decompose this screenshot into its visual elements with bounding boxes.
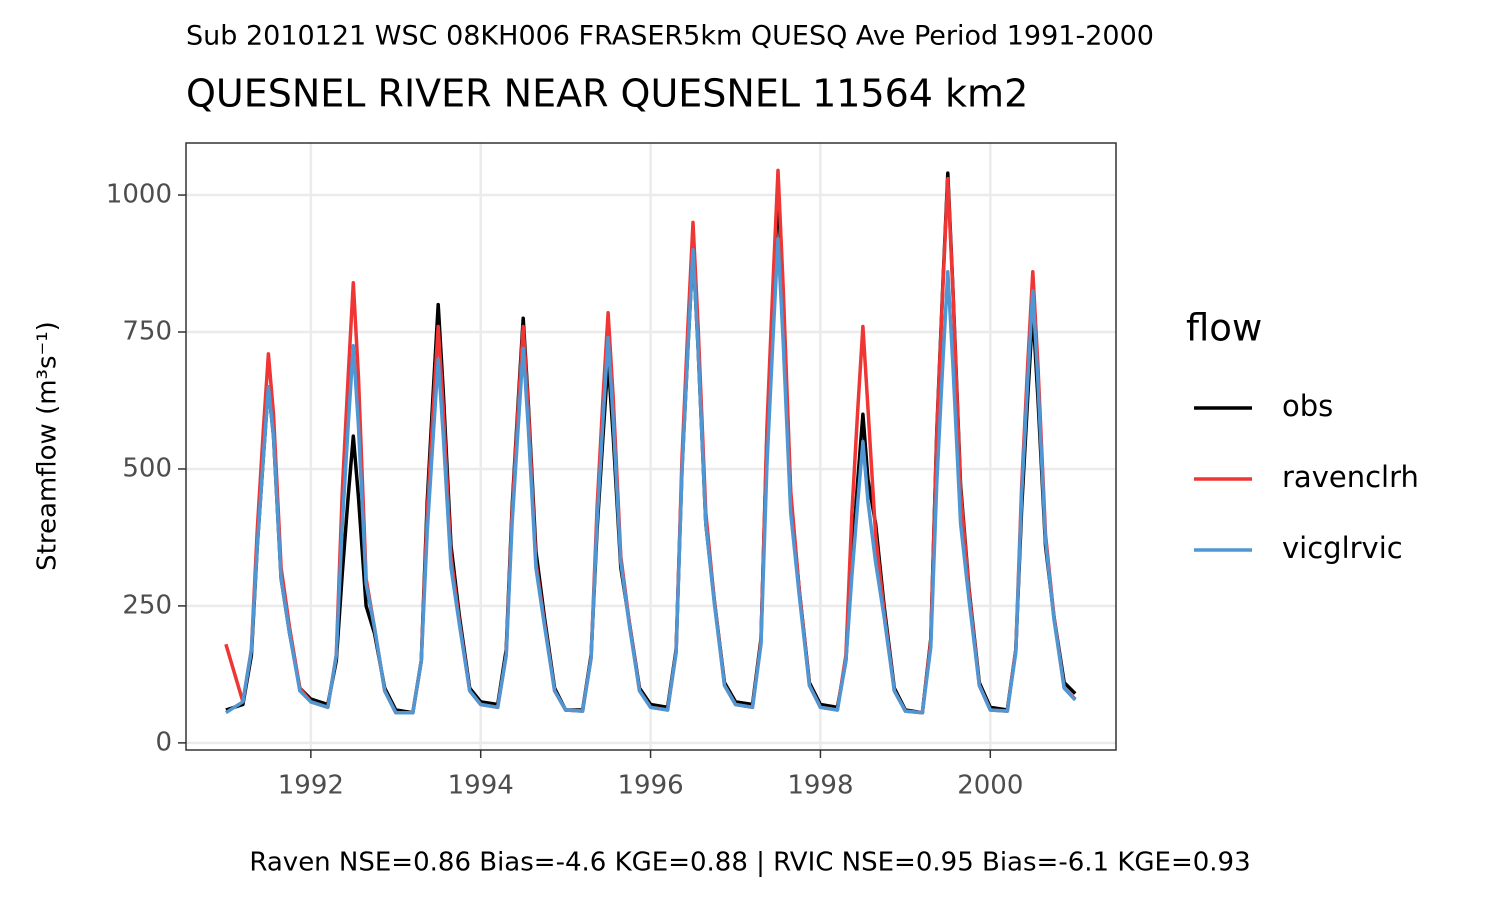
x-tick-label: 1996 <box>617 771 683 801</box>
series-line <box>224 237 1077 715</box>
chart-subtitle: Sub 2010121 WSC 08KH006 FRASER5km QUESQ … <box>186 21 1154 52</box>
legend-label: ravenclrh <box>1282 460 1419 494</box>
x-tick-label: 1994 <box>448 771 514 801</box>
legend-title: flow <box>1186 307 1262 350</box>
legend-label: vicglrvic <box>1282 531 1403 565</box>
x-tick-label: 1992 <box>278 771 344 801</box>
legend-label: obs <box>1282 389 1333 423</box>
y-tick-label: 750 <box>122 317 172 347</box>
y-tick-label: 250 <box>122 590 172 620</box>
x-tick-label: 2000 <box>957 771 1023 801</box>
y-axis-label: Streamflow (m³s⁻¹) <box>33 321 63 571</box>
y-tick-label: 0 <box>155 727 172 757</box>
annotation: Raven NSE=0.86 Bias=-4.6 KGE=0.88 | RVIC… <box>249 848 1250 878</box>
x-tick-label: 1998 <box>787 771 853 801</box>
chart-title: QUESNEL RIVER NEAR QUESNEL 11564 km2 <box>186 72 1028 116</box>
y-tick-label: 1000 <box>106 180 172 210</box>
y-tick-label: 500 <box>122 453 172 483</box>
